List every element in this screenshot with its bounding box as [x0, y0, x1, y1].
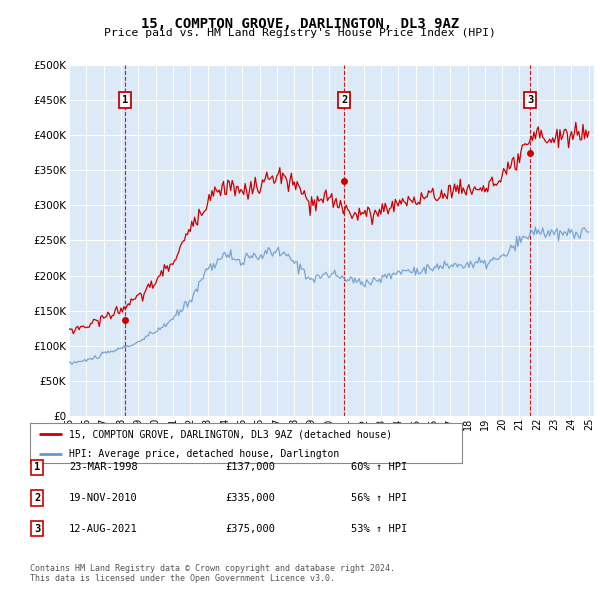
Text: 53% ↑ HPI: 53% ↑ HPI	[351, 524, 407, 533]
Text: 3: 3	[527, 95, 533, 105]
Text: HPI: Average price, detached house, Darlington: HPI: Average price, detached house, Darl…	[69, 450, 339, 460]
Text: £375,000: £375,000	[225, 524, 275, 533]
Text: £137,000: £137,000	[225, 463, 275, 472]
Text: 23-MAR-1998: 23-MAR-1998	[69, 463, 138, 472]
Text: 12-AUG-2021: 12-AUG-2021	[69, 524, 138, 533]
Text: 60% ↑ HPI: 60% ↑ HPI	[351, 463, 407, 472]
Text: £335,000: £335,000	[225, 493, 275, 503]
Text: 3: 3	[34, 524, 40, 533]
Text: 2: 2	[341, 95, 347, 105]
Text: 15, COMPTON GROVE, DARLINGTON, DL3 9AZ: 15, COMPTON GROVE, DARLINGTON, DL3 9AZ	[141, 17, 459, 31]
Text: 15, COMPTON GROVE, DARLINGTON, DL3 9AZ (detached house): 15, COMPTON GROVE, DARLINGTON, DL3 9AZ (…	[69, 430, 392, 440]
Text: Price paid vs. HM Land Registry's House Price Index (HPI): Price paid vs. HM Land Registry's House …	[104, 28, 496, 38]
Text: 1: 1	[122, 95, 128, 105]
Text: 2: 2	[34, 493, 40, 503]
Text: 56% ↑ HPI: 56% ↑ HPI	[351, 493, 407, 503]
Text: Contains HM Land Registry data © Crown copyright and database right 2024.
This d: Contains HM Land Registry data © Crown c…	[30, 563, 395, 583]
Text: 19-NOV-2010: 19-NOV-2010	[69, 493, 138, 503]
Text: 1: 1	[34, 463, 40, 472]
